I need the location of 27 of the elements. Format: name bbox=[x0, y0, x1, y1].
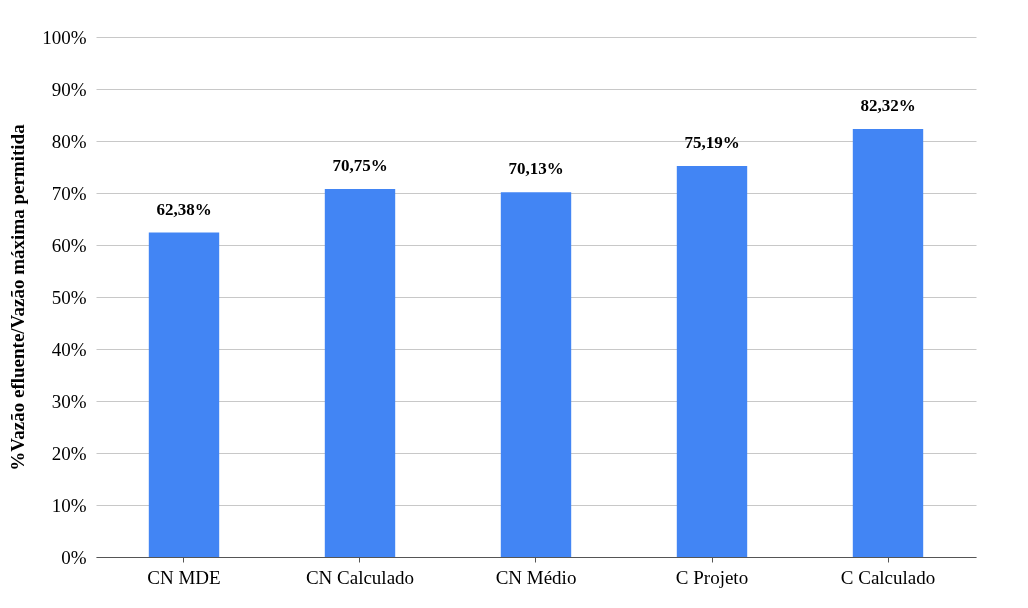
y-tick-label: 90% bbox=[51, 78, 87, 100]
y-tick-label: 80% bbox=[51, 130, 87, 152]
y-tick-label: 10% bbox=[51, 494, 87, 516]
y-tick-label: 40% bbox=[51, 338, 87, 360]
data-label: 70,75% bbox=[332, 156, 388, 176]
y-tick-label: 0% bbox=[61, 546, 87, 568]
bar bbox=[676, 166, 748, 557]
y-tick-label: 30% bbox=[51, 390, 87, 412]
x-tick-label: C Projeto bbox=[675, 566, 749, 588]
y-tick-label: 70% bbox=[51, 182, 87, 204]
data-label: 82,32% bbox=[860, 95, 916, 115]
bar bbox=[500, 192, 572, 557]
y-axis-title: %Vazão efluente/Vazão máxima permitida bbox=[7, 123, 29, 471]
y-tick-label: 100% bbox=[42, 26, 87, 48]
bar bbox=[148, 232, 220, 557]
bar bbox=[324, 189, 396, 557]
bar bbox=[852, 128, 924, 557]
x-tick-label: CN Médio bbox=[495, 566, 577, 588]
y-tick-label: 60% bbox=[51, 234, 87, 256]
x-tick-label: CN Calculado bbox=[305, 566, 415, 588]
x-tick-label: CN MDE bbox=[147, 566, 221, 588]
data-label: 62,38% bbox=[156, 199, 212, 219]
x-tick-label: C Calculado bbox=[840, 566, 936, 588]
data-label: 75,19% bbox=[684, 133, 740, 153]
data-label: 70,13% bbox=[508, 159, 564, 179]
y-tick-label: 50% bbox=[51, 286, 87, 308]
y-tick-label: 20% bbox=[51, 442, 87, 464]
